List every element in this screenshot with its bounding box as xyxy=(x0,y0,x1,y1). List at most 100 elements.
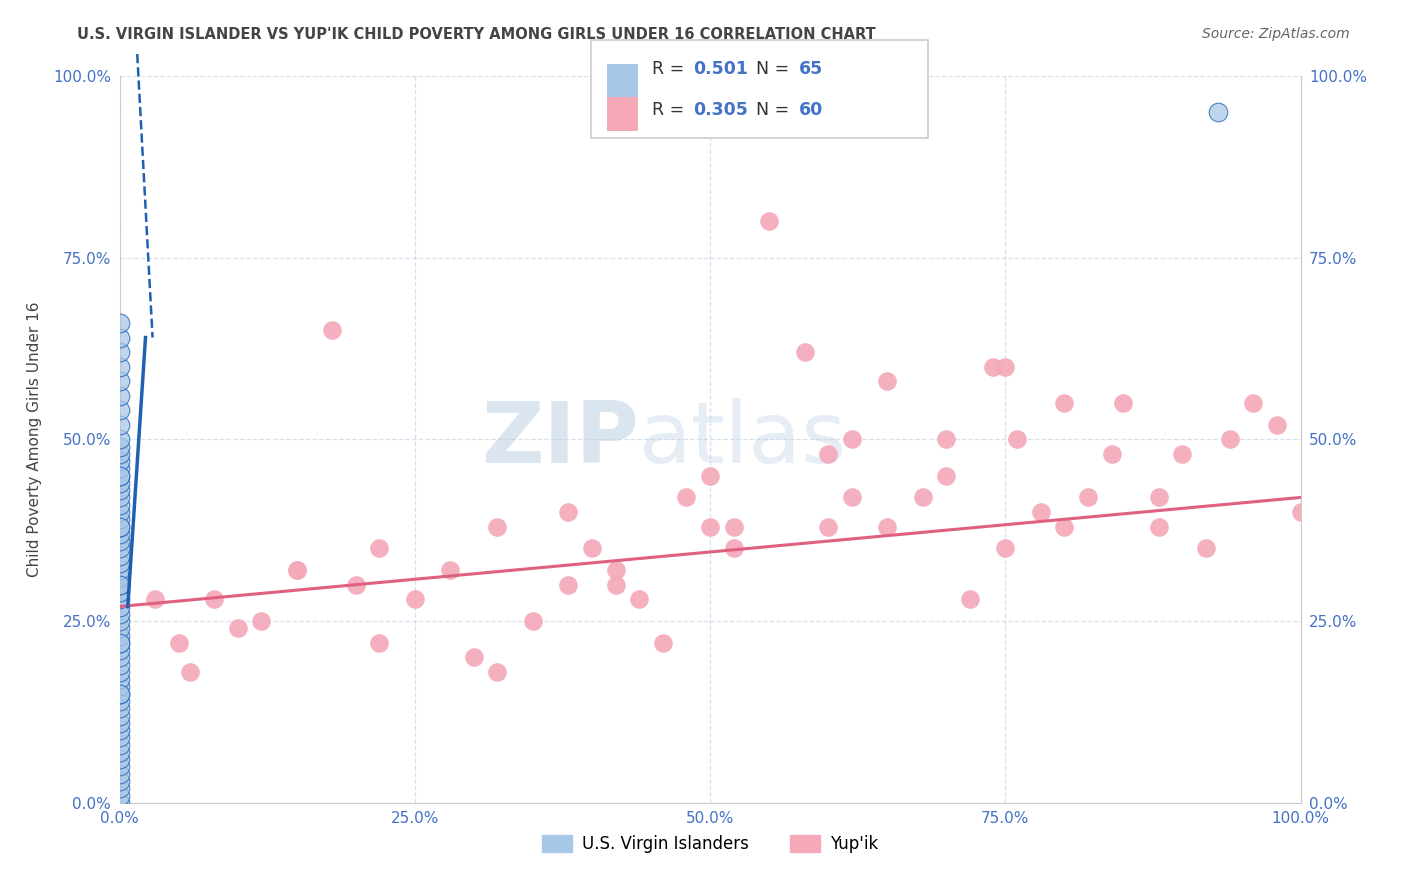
Point xyxy=(108,723,131,737)
Point xyxy=(108,585,131,599)
Point xyxy=(108,694,131,708)
Text: R =: R = xyxy=(652,101,690,119)
Point xyxy=(404,592,426,607)
Point xyxy=(108,359,131,374)
Text: ZIP: ZIP xyxy=(481,398,640,481)
Point xyxy=(108,403,131,417)
Point xyxy=(108,745,131,759)
Point xyxy=(108,759,131,773)
Point xyxy=(699,468,721,483)
Point xyxy=(108,774,131,789)
Text: 65: 65 xyxy=(799,60,823,78)
Point xyxy=(108,389,131,403)
Point xyxy=(108,440,131,454)
Point xyxy=(108,330,131,344)
Point xyxy=(605,563,627,577)
Point xyxy=(108,345,131,359)
Point xyxy=(1265,417,1288,432)
Point xyxy=(439,563,461,577)
Point xyxy=(250,614,273,628)
Point xyxy=(108,789,131,803)
Point xyxy=(876,374,898,388)
Point xyxy=(1005,432,1028,446)
Point xyxy=(1195,541,1218,556)
Point xyxy=(983,359,1005,374)
Point xyxy=(1147,491,1170,505)
Point xyxy=(108,715,131,730)
Point xyxy=(108,578,131,592)
Point xyxy=(1101,447,1123,461)
Point xyxy=(202,592,225,607)
Text: atlas: atlas xyxy=(640,398,848,481)
Text: 60: 60 xyxy=(799,101,823,119)
Point xyxy=(108,461,131,475)
Point xyxy=(841,432,863,446)
Point xyxy=(108,447,131,461)
Point xyxy=(1241,396,1264,410)
Point xyxy=(675,491,697,505)
Point xyxy=(108,738,131,752)
Point xyxy=(935,468,957,483)
Point xyxy=(108,701,131,715)
Point xyxy=(108,512,131,526)
Point xyxy=(1053,519,1076,533)
Point xyxy=(368,636,391,650)
Point xyxy=(108,491,131,505)
Point xyxy=(108,519,131,533)
Point xyxy=(1147,519,1170,533)
Point xyxy=(994,541,1017,556)
Point xyxy=(108,541,131,556)
Point xyxy=(876,519,898,533)
Point xyxy=(179,665,201,679)
Point xyxy=(108,483,131,498)
Point xyxy=(143,592,166,607)
Point xyxy=(108,599,131,614)
Point xyxy=(1171,447,1194,461)
Point xyxy=(911,491,934,505)
Point xyxy=(581,541,603,556)
Point xyxy=(285,563,308,577)
Point xyxy=(108,650,131,665)
Point xyxy=(108,454,131,468)
Point xyxy=(108,766,131,780)
Point xyxy=(108,417,131,432)
Text: U.S. VIRGIN ISLANDER VS YUP'IK CHILD POVERTY AMONG GIRLS UNDER 16 CORRELATION CH: U.S. VIRGIN ISLANDER VS YUP'IK CHILD POV… xyxy=(77,27,876,42)
Point xyxy=(108,796,131,810)
Point xyxy=(1029,505,1052,519)
Point xyxy=(108,614,131,628)
Point xyxy=(167,636,190,650)
Point xyxy=(108,636,131,650)
Point xyxy=(108,752,131,766)
Point xyxy=(1206,105,1229,120)
Point xyxy=(486,665,509,679)
Point xyxy=(108,687,131,701)
Text: 0.305: 0.305 xyxy=(693,101,748,119)
Point xyxy=(108,680,131,694)
Point xyxy=(935,432,957,446)
Point xyxy=(108,657,131,672)
Text: 0.501: 0.501 xyxy=(693,60,748,78)
Point xyxy=(108,708,131,723)
Point xyxy=(108,498,131,512)
Point xyxy=(463,650,485,665)
Point xyxy=(758,214,780,228)
Point xyxy=(108,731,131,745)
Point xyxy=(793,345,815,359)
Point xyxy=(959,592,981,607)
Point xyxy=(108,629,131,643)
Point xyxy=(1219,432,1241,446)
Point xyxy=(108,672,131,686)
Point xyxy=(108,534,131,549)
Point xyxy=(557,505,579,519)
Text: N =: N = xyxy=(756,60,796,78)
Point xyxy=(368,541,391,556)
Point xyxy=(344,578,367,592)
Point xyxy=(557,578,579,592)
Point xyxy=(108,781,131,796)
Point xyxy=(108,687,131,701)
Point xyxy=(817,519,839,533)
Point xyxy=(108,475,131,490)
Text: N =: N = xyxy=(756,101,796,119)
Legend: U.S. Virgin Islanders, Yup'ik: U.S. Virgin Islanders, Yup'ik xyxy=(534,829,886,860)
Point xyxy=(226,621,249,635)
